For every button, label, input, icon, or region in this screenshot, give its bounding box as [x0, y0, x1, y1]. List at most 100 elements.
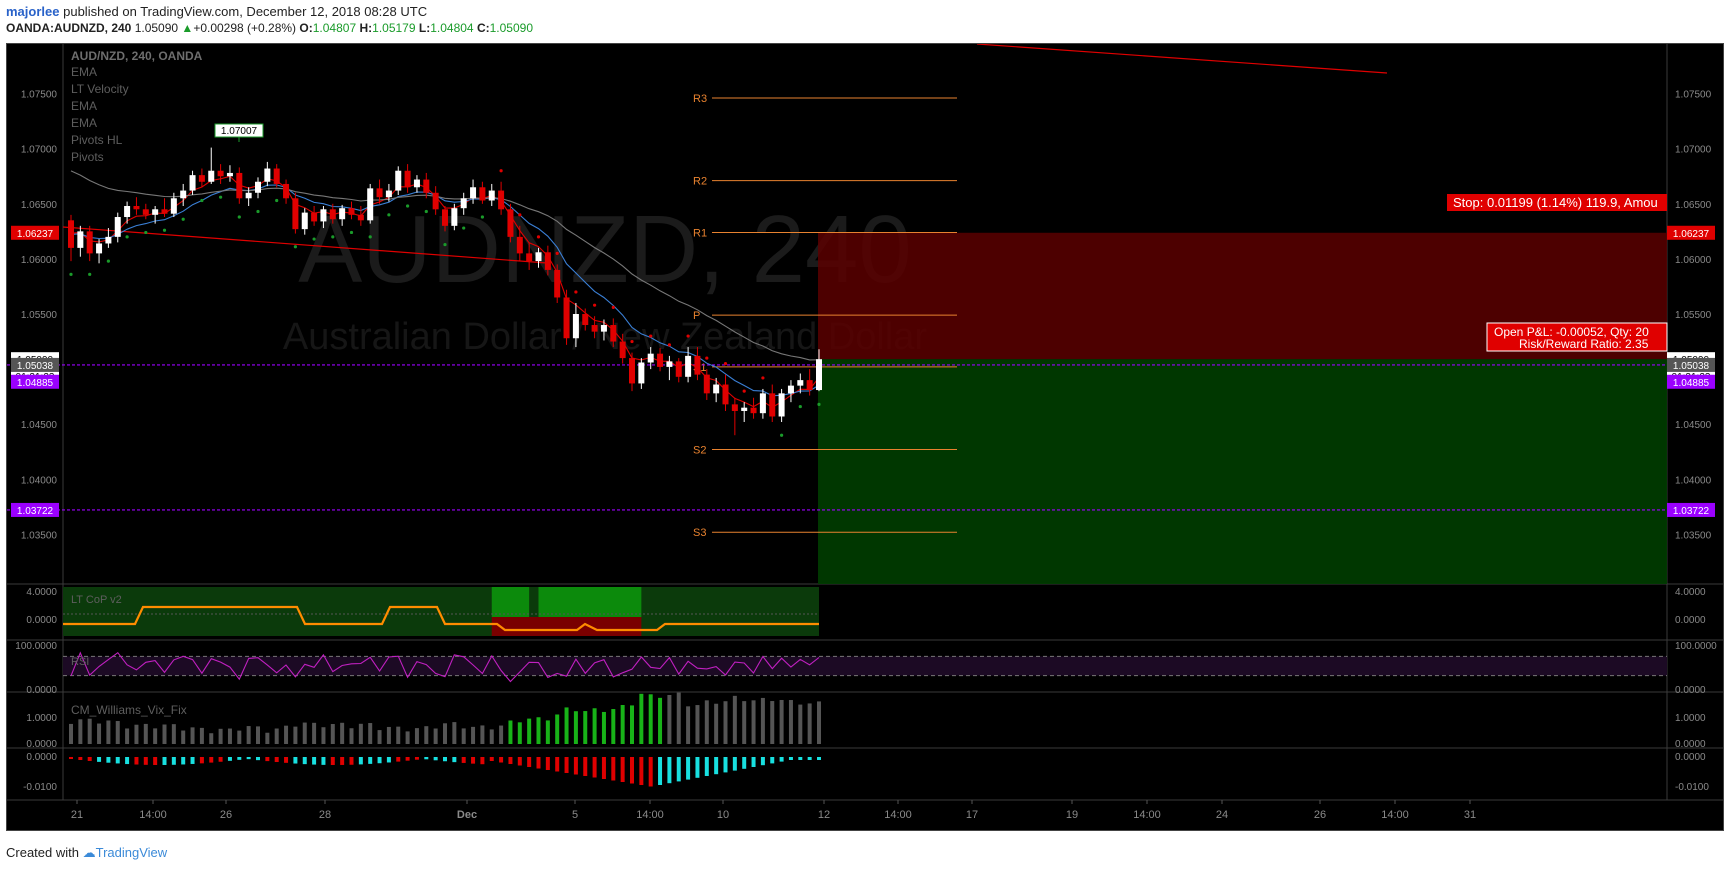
vix-bar	[667, 694, 672, 744]
candle-body	[470, 187, 477, 199]
author-link[interactable]: majorlee	[6, 4, 60, 19]
pivot-levels: R3R2R1PS1S2S3	[693, 93, 957, 539]
osc-bar	[601, 757, 606, 779]
time-axis[interactable]: 21 14:00 26 28 Dec 5 14:00 10 12 14:00 17 19 14:00 24…	[71, 800, 1476, 821]
osc-bar	[377, 757, 382, 764]
candle-body	[292, 198, 299, 230]
osc-bar	[443, 757, 447, 762]
osc-bar	[630, 757, 634, 784]
osc-bar	[396, 757, 401, 762]
cop-red-block	[491, 617, 642, 636]
price-tag-left-text: 1.05038	[17, 361, 54, 372]
candle-body	[311, 212, 318, 222]
horizontal-levels	[7, 364, 1667, 511]
candle-body	[554, 269, 561, 298]
velocity-dot	[649, 334, 653, 338]
x-tick-label: 24	[1216, 809, 1228, 821]
osc-tick-left: 0.0000	[26, 752, 57, 763]
osc-bar	[209, 757, 214, 763]
osc-bar	[545, 757, 550, 770]
osc-bar	[87, 757, 92, 761]
vix-bar	[742, 701, 747, 744]
velocity-dot	[536, 235, 541, 239]
velocity-dot	[312, 237, 316, 241]
osc-bar	[368, 757, 373, 764]
vix-bar	[817, 701, 821, 744]
candle-body	[413, 179, 420, 188]
osc-bar	[788, 757, 793, 760]
candle-body	[797, 380, 804, 386]
candle-body	[339, 208, 346, 220]
candle-body	[572, 314, 579, 339]
x-tick-label: 26	[1314, 809, 1326, 821]
candle-body	[404, 170, 411, 188]
velocity-dot	[798, 404, 802, 409]
osc-bar	[349, 757, 354, 765]
footer: Created with ☁TradingView	[6, 845, 167, 861]
x-tick-label: Dec	[457, 809, 477, 821]
candle-body	[703, 374, 710, 394]
candle-body	[741, 407, 748, 411]
trendlines	[62, 43, 1388, 264]
open-value: 1.04807	[312, 21, 357, 35]
candle-body	[301, 212, 308, 230]
vix-bar	[452, 722, 457, 744]
pivot-high-value: 1.07007	[221, 126, 258, 137]
candle-body	[236, 172, 243, 199]
tradingview-link[interactable]: TradingView	[95, 845, 168, 860]
osc-pane[interactable]	[69, 757, 821, 787]
vix-bar	[302, 722, 307, 744]
price-axis[interactable]: 1.07500 1.07500 1.07000 1.07000 1.06500 1.065…	[21, 90, 1712, 542]
price-tag-left	[11, 225, 59, 240]
x-tick-label: 17	[966, 809, 978, 821]
candle-body	[208, 170, 215, 182]
vix-bar	[340, 722, 345, 744]
rsi-line	[70, 651, 820, 683]
pnl-text: Open P&L: -0.00052, Qty: 20	[1494, 325, 1649, 339]
vix-bar	[676, 692, 681, 744]
close-value: 1.05090	[489, 21, 534, 35]
vix-bar	[601, 711, 606, 744]
osc-bar	[536, 757, 541, 769]
osc-bar	[265, 757, 270, 762]
candle-body	[105, 236, 112, 244]
target-zone	[818, 359, 1667, 584]
price-tag-left-text: 1.03722	[17, 506, 54, 517]
chart-svg[interactable]: AUDNZD, 240 Australian Dollar / New Zeal…	[7, 43, 1723, 830]
vix-pane[interactable]	[69, 692, 821, 744]
osc-bar	[386, 757, 391, 763]
velocity-dot	[256, 209, 260, 214]
osc-bar	[714, 757, 719, 775]
candle-body	[273, 168, 280, 184]
rsi-title: RSI	[71, 656, 89, 668]
close-label: C:	[476, 21, 490, 35]
y-tick-right: 1.07000	[1675, 145, 1712, 156]
osc-bar	[134, 757, 139, 765]
vix-bar	[414, 728, 419, 744]
cop-pane[interactable]	[63, 587, 819, 636]
rsi-tick-left: 100.0000	[15, 641, 57, 652]
osc-bar	[480, 757, 485, 765]
vix-bar	[573, 711, 578, 744]
candle-body	[479, 187, 486, 201]
vix-bar	[106, 720, 111, 744]
y-tick-left: 1.03500	[21, 530, 58, 541]
osc-bar	[639, 757, 644, 785]
vix-bar	[723, 701, 728, 744]
osc-bar	[340, 757, 345, 765]
vix-bar	[181, 730, 186, 744]
vix-bar	[555, 714, 560, 744]
rsi-pane[interactable]	[63, 651, 1667, 683]
x-tick-label: 14:00	[139, 809, 167, 821]
chart-frame[interactable]: AUDNZD, 240 Australian Dollar / New Zeal…	[6, 43, 1724, 831]
cop-tick-right: 4.0000	[1675, 587, 1706, 598]
price-tag-right	[1667, 374, 1715, 389]
cop-tick-left: 4.0000	[26, 587, 57, 598]
velocity-dot	[349, 230, 354, 235]
vix-bar	[499, 725, 504, 744]
osc-bar	[564, 757, 569, 773]
osc-bar	[330, 757, 335, 765]
candle-body	[535, 252, 542, 262]
vix-bar	[330, 724, 335, 744]
osc-bar	[190, 757, 195, 764]
